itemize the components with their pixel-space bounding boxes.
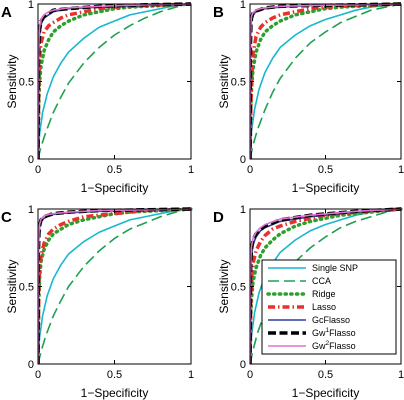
y-tick-label: 0.5 [19, 77, 34, 89]
panel-letter: C [1, 209, 12, 226]
y-tick-label: 1 [28, 204, 34, 216]
series-gw2flasso-line [38, 208, 192, 364]
legend: Single SNP CCA Ridge Lasso GcFlasso Gw1Flasso… [261, 259, 397, 355]
series-single-snp-line [38, 3, 192, 159]
y-axis-label: Sensitivity [217, 54, 231, 108]
series-ridge-line [38, 207, 193, 364]
x-tick-label: 1 [398, 369, 404, 381]
plot-frame [37, 208, 192, 365]
x-tick-label: 0.5 [318, 369, 333, 381]
panel-letter: D [213, 209, 224, 226]
x-tick-label: 0 [35, 369, 41, 381]
x-tick-label: 1 [398, 164, 404, 176]
y-tick-label: 0 [28, 154, 34, 166]
x-tick-label: 0 [247, 164, 253, 176]
x-tick-label: 0.5 [107, 164, 122, 176]
legend-entry: GcFlasso [312, 315, 350, 325]
x-tick-label: 0 [35, 164, 41, 176]
series-gw2flasso-line [250, 208, 402, 364]
legend-entry: Ridge [312, 289, 336, 299]
legend-entry: Single SNP [312, 263, 358, 273]
series-gw1flasso-line [38, 207, 192, 364]
x-tick-label: 1 [188, 164, 194, 176]
panel-letter: A [1, 4, 12, 21]
legend-entry: Gw2Flasso [312, 340, 356, 351]
y-tick-label: 0 [28, 359, 34, 371]
y-axis-label: Sensitivity [217, 259, 231, 313]
y-tick-label: 1 [240, 0, 246, 11]
series-single-snp-line [38, 208, 192, 364]
x-tick-label: 0.5 [107, 369, 122, 381]
x-axis-label: 1−Specificity [81, 181, 149, 195]
series-cca-line [38, 3, 192, 159]
series-single-snp-line [250, 3, 402, 159]
y-tick-label: 0.5 [231, 282, 246, 294]
legend-entry: Gw1Flasso [312, 327, 356, 338]
x-tick-label: 0 [247, 369, 253, 381]
y-tick-label: 1 [240, 204, 246, 216]
legend-entry: Lasso [312, 302, 336, 312]
series-cca-line [250, 208, 402, 364]
series-gw2flasso-line [250, 3, 402, 159]
y-axis-label: Sensitivity [5, 54, 19, 108]
x-tick-label: 0.5 [318, 164, 333, 176]
series-cca-line [38, 208, 192, 364]
y-tick-label: 0.5 [231, 77, 246, 89]
y-tick-label: 0 [240, 359, 246, 371]
series-gcflasso-line [38, 208, 192, 364]
x-tick-label: 1 [188, 369, 194, 381]
x-axis-label: 1−Specificity [81, 386, 149, 400]
series-cca-line [250, 3, 402, 159]
panel-d: 0 0.5 1 0 0.5 1 1−Specificity Sensitivity D [213, 204, 404, 400]
series-lasso-line [38, 207, 192, 364]
panel-a: 0 0.5 1 0 0.5 1 1−Specificity Sensitivity A [1, 0, 194, 195]
y-tick-label: 0 [240, 154, 246, 166]
y-tick-label: 0.5 [19, 282, 34, 294]
series-ridge-line [250, 2, 403, 159]
panel-c: 0 0.5 1 0 0.5 1 1−Specificity Sensitivity C [1, 204, 194, 400]
series-gw2flasso-line [38, 3, 192, 159]
legend-entry: CCA [312, 276, 331, 286]
y-axis-label: Sensitivity [5, 259, 19, 313]
series-ridge-line [38, 2, 193, 159]
y-tick-label: 1 [28, 0, 34, 11]
x-axis-label: 1−Specificity [292, 181, 360, 195]
panel-b: 0 0.5 1 0 0.5 1 1−Specificity Sensitivity B [213, 0, 404, 195]
x-axis-label: 1−Specificity [292, 386, 360, 400]
panel-letter: B [213, 4, 224, 21]
